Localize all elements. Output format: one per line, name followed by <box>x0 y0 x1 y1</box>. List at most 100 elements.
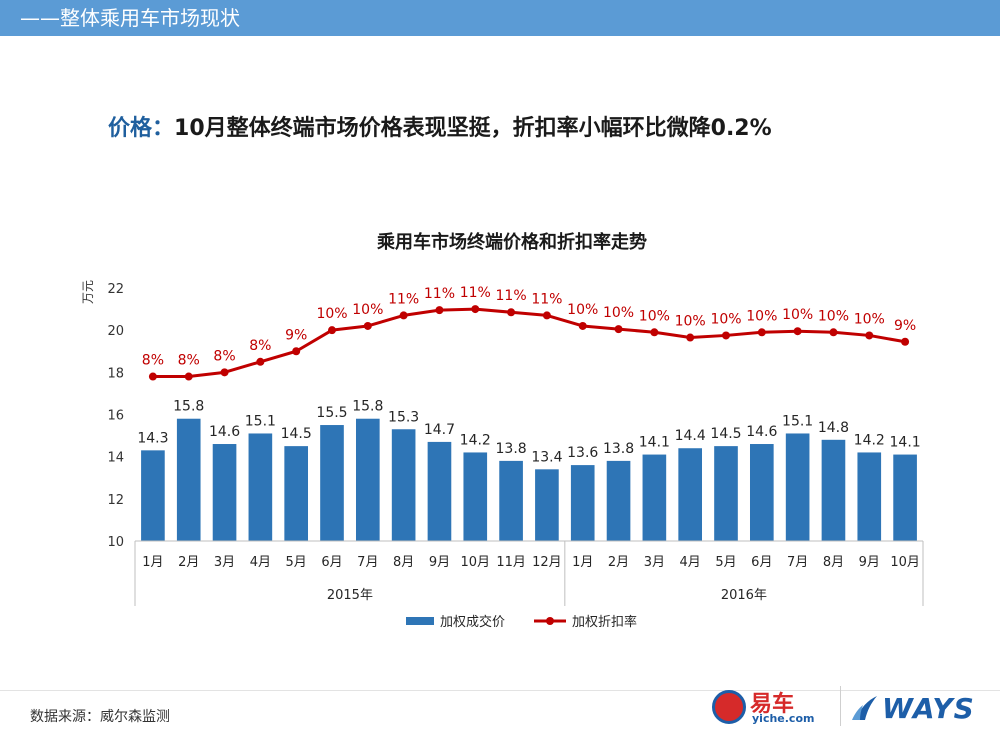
y-axis-unit: 万元 <box>81 280 95 304</box>
line-point <box>399 311 408 320</box>
bar <box>749 444 774 541</box>
bar-value-label: 14.2 <box>460 432 491 448</box>
bar <box>141 450 165 541</box>
bar-value-label: 14.6 <box>209 424 240 440</box>
bar <box>391 429 416 541</box>
line-point <box>471 305 480 314</box>
footer-divider <box>0 690 1000 691</box>
line-value-label: 8% <box>178 353 200 369</box>
y-tick-label: 20 <box>107 324 124 339</box>
bar <box>320 425 344 541</box>
x-tick-label: 7月 <box>787 555 808 570</box>
line-value-label: 11% <box>531 291 562 307</box>
bar-value-label: 15.8 <box>352 399 383 415</box>
ways-logo-name: WAYS <box>882 692 975 725</box>
legend-label: 加权折扣率 <box>572 614 637 630</box>
line-value-label: 10% <box>352 302 383 318</box>
x-group-label: 2016年 <box>721 588 767 603</box>
headline-text: 10月整体终端市场价格表现坚挺，折扣率小幅环比微降0.2% <box>174 116 772 141</box>
x-tick-label: 7月 <box>357 555 378 570</box>
bar <box>355 418 380 541</box>
x-tick-label: 2月 <box>178 555 199 570</box>
line-point <box>256 357 265 366</box>
bar <box>176 418 201 541</box>
bar <box>284 446 309 541</box>
bar <box>642 454 667 541</box>
bar-value-label: 13.6 <box>567 445 598 461</box>
y-tick-label: 12 <box>107 493 124 508</box>
chart-title: 乘用车市场终端价格和折扣率走势 <box>376 231 647 253</box>
bar <box>427 441 452 541</box>
x-group-label: 2015年 <box>327 588 373 603</box>
legend-swatch-bar <box>406 617 434 625</box>
x-tick-label: 6月 <box>751 555 772 570</box>
bar <box>248 433 273 541</box>
line-value-label: 10% <box>316 306 347 322</box>
bar <box>535 469 559 541</box>
bar <box>463 452 488 541</box>
x-tick-label: 10月 <box>890 555 920 570</box>
line-value-label: 10% <box>782 307 813 323</box>
line-point <box>363 321 372 330</box>
discount-rate-line <box>152 307 906 379</box>
x-tick-label: 1月 <box>572 555 593 570</box>
line-value-label: 8% <box>249 338 271 354</box>
line-point <box>793 327 802 336</box>
bar <box>499 460 523 541</box>
bar-value-label: 14.3 <box>137 430 168 446</box>
line-point <box>829 328 838 337</box>
bar-value-label: 15.3 <box>388 409 419 425</box>
bar-value-label: 13.8 <box>496 441 527 457</box>
x-tick-label: 5月 <box>715 555 736 570</box>
bar <box>606 460 631 541</box>
x-tick-label: 2月 <box>608 555 629 570</box>
ways-wing-icon <box>852 696 877 720</box>
x-tick-label: 3月 <box>214 555 235 570</box>
bar-value-label: 14.1 <box>639 435 670 451</box>
bar <box>570 465 595 541</box>
bar-value-label: 14.7 <box>424 422 455 438</box>
headline-key: 价格： <box>108 116 175 141</box>
line-value-label: 9% <box>894 318 916 334</box>
line-point <box>757 328 766 337</box>
x-tick-label: 4月 <box>250 555 271 570</box>
legend-swatch-marker <box>546 617 554 625</box>
line-value-label: 11% <box>424 286 455 302</box>
x-tick-label: 8月 <box>393 555 414 570</box>
bar-value-label: 15.1 <box>245 413 276 429</box>
bar-value-label: 15.8 <box>173 399 204 415</box>
line-value-label: 11% <box>496 288 527 304</box>
y-tick-label: 16 <box>107 409 124 424</box>
bar-value-label: 13.8 <box>603 441 634 457</box>
x-tick-label: 1月 <box>142 555 163 570</box>
line-value-label: 10% <box>603 305 634 321</box>
x-tick-label: 5月 <box>286 555 307 570</box>
line-point <box>292 347 301 356</box>
bar <box>678 448 703 541</box>
line-point <box>650 328 659 337</box>
x-tick-label: 9月 <box>429 555 450 570</box>
bar-value-label: 14.6 <box>746 424 777 440</box>
x-tick-label: 6月 <box>321 555 342 570</box>
bar <box>785 433 810 541</box>
line-point <box>507 308 516 317</box>
headline: 价格：10月整体终端市场价格表现坚挺，折扣率小幅环比微降0.2% <box>108 110 772 142</box>
line-value-label: 10% <box>818 308 849 324</box>
bar-value-label: 14.8 <box>818 420 849 436</box>
bar <box>821 439 846 541</box>
yiche-logo-url: yiche.com <box>752 712 815 725</box>
y-tick-label: 10 <box>107 535 124 550</box>
bar-value-label: 15.1 <box>782 413 813 429</box>
x-tick-label: 10月 <box>460 555 490 570</box>
bar <box>714 446 738 541</box>
line-point <box>578 321 587 330</box>
line-value-label: 10% <box>710 311 741 327</box>
bar-value-label: 14.4 <box>675 428 706 444</box>
ways-logo: WAYS <box>850 690 980 730</box>
data-source: 数据来源：威尔森监测 <box>30 709 170 725</box>
x-tick-label: 12月 <box>532 555 562 570</box>
bar-value-label: 14.5 <box>281 426 312 442</box>
line-value-label: 8% <box>142 353 164 369</box>
line-value-label: 11% <box>388 291 419 307</box>
